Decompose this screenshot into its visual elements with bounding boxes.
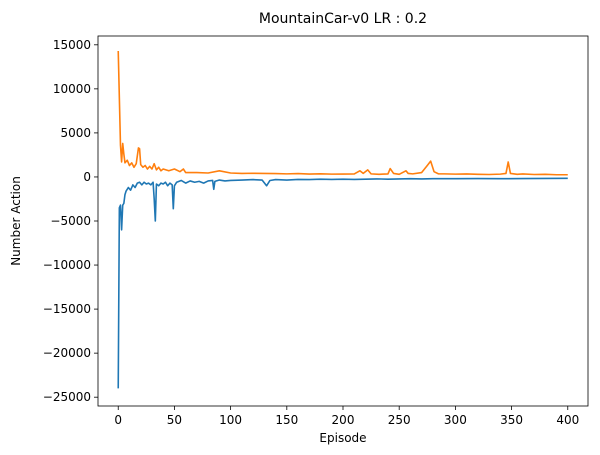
x-tick-label: 100 bbox=[219, 413, 242, 427]
y-tick-label: −5000 bbox=[50, 214, 91, 228]
y-tick-label: −10000 bbox=[43, 258, 91, 272]
y-tick-label: −25000 bbox=[43, 390, 91, 404]
y-tick-label: 5000 bbox=[60, 126, 91, 140]
x-tick-label: 200 bbox=[332, 413, 355, 427]
x-axis-label: Episode bbox=[319, 431, 366, 445]
y-tick-label: 15000 bbox=[53, 38, 91, 52]
y-axis-ticks: −25000 −20000 −15000 −10000 −5000 0 5000 10000 1… bbox=[43, 38, 98, 404]
series-layer bbox=[117, 50, 568, 389]
x-tick-label: 0 bbox=[114, 413, 122, 427]
x-tick-label: 250 bbox=[388, 413, 411, 427]
x-axis-ticks: 0 50 100 150 200 250 300 350 400 bbox=[114, 406, 579, 427]
x-tick-label: 300 bbox=[444, 413, 467, 427]
y-tick-label: 0 bbox=[83, 170, 91, 184]
x-tick-label: 50 bbox=[167, 413, 182, 427]
chart-title: MountainCar-v0 LR : 0.2 bbox=[259, 11, 427, 27]
y-axis-label: Number Action bbox=[9, 176, 23, 266]
x-tick-label: 400 bbox=[556, 413, 579, 427]
series-line-2 bbox=[117, 177, 568, 389]
plot-area bbox=[98, 36, 588, 406]
y-tick-label: 10000 bbox=[53, 82, 91, 96]
x-tick-label: 150 bbox=[275, 413, 298, 427]
y-tick-label: −20000 bbox=[43, 346, 91, 360]
x-tick-label: 350 bbox=[500, 413, 523, 427]
y-tick-label: −15000 bbox=[43, 302, 91, 316]
series-line-1 bbox=[117, 50, 568, 176]
